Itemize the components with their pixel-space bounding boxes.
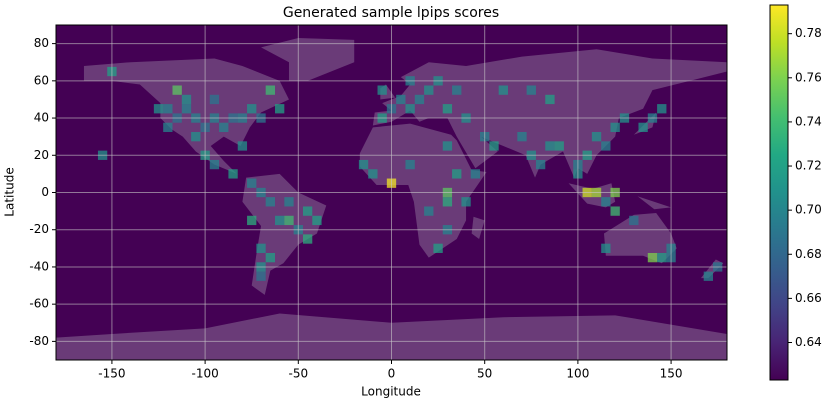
cell	[247, 104, 257, 114]
cell	[163, 104, 173, 114]
cell	[191, 132, 201, 142]
cell	[703, 271, 714, 281]
y-tick-label: 60	[34, 73, 49, 87]
y-tick-label: 80	[34, 36, 49, 50]
cell	[377, 85, 387, 95]
cell	[284, 215, 294, 226]
cell	[657, 252, 667, 263]
cell	[247, 215, 257, 226]
cell	[312, 215, 322, 226]
landmass	[471, 216, 485, 240]
cell	[275, 104, 285, 114]
cell	[405, 159, 415, 170]
cell	[396, 94, 406, 105]
cell	[424, 206, 434, 216]
cell	[610, 122, 620, 133]
cell	[302, 206, 313, 216]
colorbar-tick-label: 0.74	[795, 114, 822, 128]
cell	[452, 169, 462, 179]
landmass	[603, 212, 677, 264]
y-axis-label: Latitude	[3, 167, 17, 216]
cell	[610, 206, 620, 216]
cell	[405, 104, 415, 114]
x-tick-label: -150	[98, 367, 125, 381]
cell	[470, 169, 481, 179]
x-tick-label: 50	[477, 367, 492, 381]
x-tick-label: 0	[388, 367, 396, 381]
colorbar	[769, 4, 789, 381]
cell	[209, 94, 220, 105]
y-tick-label: 0	[41, 185, 49, 199]
cell	[461, 197, 471, 207]
y-tick-label: 20	[34, 148, 49, 162]
cell	[629, 215, 639, 226]
colorbar-tick-label: 0.68	[795, 247, 822, 261]
colorbar-tick-label: 0.70	[795, 203, 822, 217]
cell	[591, 132, 602, 142]
cell	[181, 94, 192, 105]
cell	[247, 178, 257, 188]
cell	[368, 169, 378, 179]
cell	[284, 197, 294, 207]
y-tick-label: -80	[29, 334, 49, 348]
cell	[163, 122, 173, 133]
cell	[265, 252, 276, 263]
cell	[209, 159, 220, 170]
x-tick-label: -50	[289, 367, 309, 381]
cell	[275, 215, 285, 226]
cell	[424, 85, 434, 95]
chart-title: Generated sample lpips scores	[283, 5, 499, 21]
cell	[517, 132, 527, 142]
colorbar-tick-label: 0.66	[795, 291, 822, 305]
cell	[638, 122, 648, 133]
cell	[601, 141, 611, 151]
grid	[56, 25, 727, 360]
cell	[442, 104, 453, 114]
cell	[181, 104, 192, 114]
cell	[256, 243, 266, 253]
cell	[265, 197, 276, 207]
cell	[601, 197, 611, 207]
cell	[228, 169, 238, 179]
cell	[657, 104, 667, 114]
cell	[265, 85, 276, 95]
cell	[554, 141, 564, 151]
cell	[545, 94, 555, 105]
cell	[601, 243, 611, 253]
cell	[433, 243, 443, 253]
cell	[358, 159, 369, 170]
landmass	[637, 196, 672, 210]
colorbar-tick-label: 0.78	[795, 26, 822, 40]
colorbar-tick-label: 0.64	[795, 335, 822, 349]
y-tick-label: -60	[29, 297, 49, 311]
cell	[498, 85, 508, 95]
cell	[172, 85, 182, 95]
cell	[414, 94, 425, 105]
cell	[545, 141, 555, 151]
cell	[219, 122, 229, 133]
cell	[452, 85, 462, 95]
cell	[535, 159, 546, 170]
cell	[442, 197, 453, 207]
y-tick-label: -20	[29, 222, 49, 236]
x-tick-label: -100	[191, 367, 218, 381]
landmass	[261, 38, 355, 81]
cell	[526, 85, 536, 95]
cell	[647, 252, 658, 263]
y-tick-label: 40	[34, 111, 49, 125]
cell	[442, 141, 453, 151]
cell	[153, 104, 164, 114]
cell	[256, 271, 266, 281]
colorbar-tick-label: 0.72	[795, 159, 822, 173]
x-tick-label: 150	[660, 367, 683, 381]
y-tick-label: -40	[29, 259, 49, 273]
colorbar-tick-label: 0.76	[795, 70, 822, 84]
cell	[302, 234, 313, 244]
x-axis-label: Longitude	[361, 385, 421, 399]
cell	[237, 141, 248, 151]
cell	[489, 141, 499, 151]
x-tick-label: 100	[566, 367, 589, 381]
